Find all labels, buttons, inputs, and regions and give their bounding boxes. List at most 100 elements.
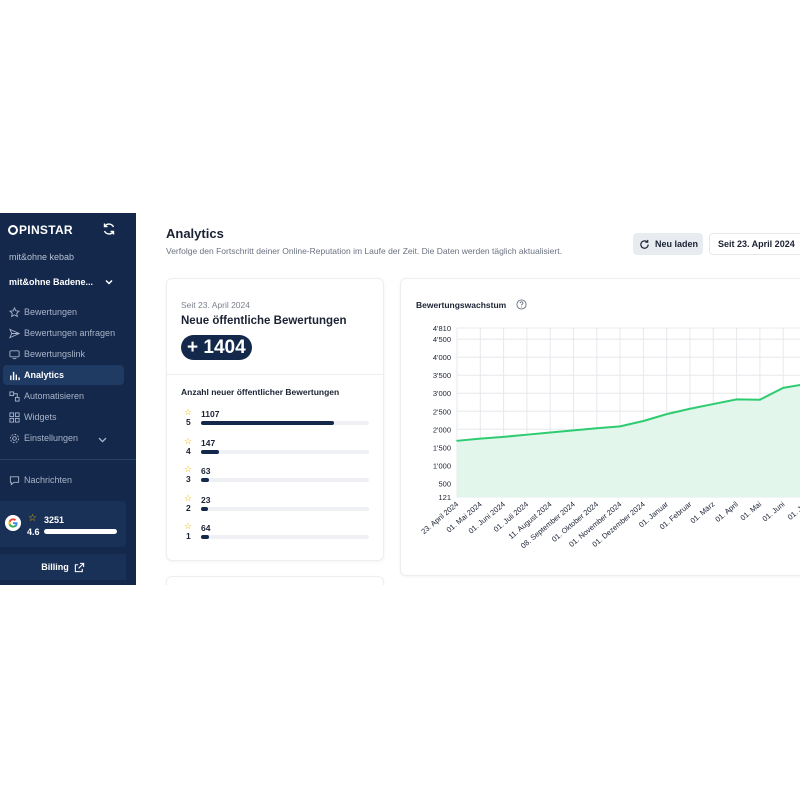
rating-bar-track xyxy=(201,421,369,425)
star-level: 3 xyxy=(186,474,191,484)
data-point xyxy=(665,413,668,415)
rating-row: ☆ 1 64 xyxy=(181,521,371,547)
since-date: Seit 23. April 2024 xyxy=(181,300,250,310)
refresh-icon[interactable] xyxy=(102,222,116,236)
data-point xyxy=(456,440,458,442)
help-icon[interactable] xyxy=(516,299,527,310)
star-icon: ☆ xyxy=(184,492,193,503)
reload-button[interactable]: Neu laden xyxy=(633,233,703,255)
monitor-icon xyxy=(9,349,20,359)
y-tick-label: 3'500 xyxy=(433,371,451,380)
rating-bar-fill xyxy=(201,506,208,511)
star-level: 1 xyxy=(186,531,191,541)
rating-bar-track xyxy=(201,478,369,482)
review-growth-card: Bewertungswachstum 4'810 4'500 4'000 3'500 3… xyxy=(400,278,800,576)
rating-count: 64 xyxy=(201,523,211,533)
data-point xyxy=(735,398,738,401)
sidebar-divider xyxy=(0,459,136,460)
rating-row: ☆ 2 23 xyxy=(181,493,371,519)
google-review-count: 3251 xyxy=(44,515,65,525)
automation-icon xyxy=(9,390,20,402)
sidebar-item-analytics[interactable]: Analytics xyxy=(3,365,124,385)
billing-button[interactable]: Billing xyxy=(0,554,126,580)
data-point xyxy=(549,431,551,434)
sidebar-item-label: Widgets xyxy=(24,412,57,422)
location-selector[interactable]: mit&ohne Badene... xyxy=(9,277,94,287)
rating-count: 1107 xyxy=(201,409,220,419)
date-range-button[interactable]: Seit 23. April 2024 xyxy=(709,233,800,255)
star-icon: ☆ xyxy=(184,464,193,474)
star-level: 4 xyxy=(186,445,191,456)
y-tick-label: 2'500 xyxy=(433,407,451,416)
chart-title: Bewertungswachstum xyxy=(416,300,507,310)
data-point xyxy=(759,398,761,401)
total-new-reviews-badge: + 1404 xyxy=(181,335,252,360)
sidebar-item-bewertungen[interactable]: Bewertungen xyxy=(3,302,124,322)
secondary-card xyxy=(166,576,384,585)
rating-row: ☆ 4 147 xyxy=(181,436,371,462)
message-icon xyxy=(9,475,20,486)
star-icon: ☆ xyxy=(184,435,193,446)
y-tick-label: 2'000 xyxy=(433,425,451,434)
sidebar: PINSTAR mit&ohne kebab mit&ohne Badene..… xyxy=(0,213,136,585)
x-tick-label: 01. Juni xyxy=(761,499,787,523)
reload-label: Neu laden xyxy=(655,239,699,249)
rating-bar-fill xyxy=(201,535,209,539)
y-tick-label: 1'500 xyxy=(433,443,451,452)
data-point xyxy=(782,387,784,389)
sidebar-item-label: Automatisieren xyxy=(24,391,85,401)
organization-name: mit&ohne kebab xyxy=(9,252,75,262)
logo-mark-icon xyxy=(8,225,18,235)
y-tick-label: 4'500 xyxy=(433,335,451,344)
star-icon xyxy=(9,306,20,317)
data-point xyxy=(526,433,528,436)
rating-bar-track xyxy=(201,535,369,539)
data-point xyxy=(712,403,715,405)
sidebar-item-automatisieren[interactable]: Automatisieren xyxy=(3,386,124,406)
refresh-icon xyxy=(640,239,649,249)
new-reviews-card: Seit 23. April 2024 Neue öffentliche Bew… xyxy=(166,278,385,561)
data-point xyxy=(502,436,505,438)
brand-name: PINSTAR xyxy=(19,223,73,237)
chevron-down-icon[interactable] xyxy=(97,434,108,445)
billing-label: Billing xyxy=(41,562,69,572)
sidebar-item-label: Bewertungen anfragen xyxy=(24,328,116,338)
review-growth-chart: 4'810 4'500 4'000 3'500 3'000 2'500 2'000 1'500… xyxy=(419,324,800,550)
sidebar-item-nachrichten[interactable]: Nachrichten xyxy=(3,470,124,490)
rating-row: ☆ 3 63 xyxy=(181,464,371,490)
sidebar-item-bewertungslink[interactable]: Bewertungslink xyxy=(3,344,124,364)
rating-bar-track xyxy=(201,506,369,511)
y-tick-label: 4'000 xyxy=(433,353,451,362)
chevron-down-icon[interactable] xyxy=(104,277,114,287)
rating-bar-fill xyxy=(201,449,219,454)
data-point xyxy=(642,420,645,422)
google-rating-bar xyxy=(44,529,117,534)
card-divider xyxy=(167,374,385,375)
sidebar-item-widgets[interactable]: Widgets xyxy=(3,407,124,427)
y-tick-label: 4'810 xyxy=(433,324,451,333)
card-title: Neue öffentliche Bewertungen xyxy=(181,315,347,327)
rating-count: 63 xyxy=(201,466,211,476)
y-tick-label: 500 xyxy=(438,479,451,488)
y-tick-label: 1'000 xyxy=(433,461,451,470)
x-tick-label: 01. Mai xyxy=(739,499,764,522)
star-icon: ☆ xyxy=(184,407,193,417)
page-subtitle: Verfolge den Fortschritt deiner Online-R… xyxy=(166,246,562,256)
y-tick-label: 3'000 xyxy=(433,389,451,398)
star-level: 2 xyxy=(186,502,191,513)
x-tick-label: 01. Juli xyxy=(786,499,800,521)
data-point xyxy=(572,429,575,432)
sidebar-item-einstellungen[interactable]: Einstellungen xyxy=(3,428,124,448)
brand-logo[interactable]: PINSTAR xyxy=(8,223,73,237)
rating-bar-fill xyxy=(201,478,209,482)
data-point xyxy=(596,427,598,429)
sidebar-item-label: Nachrichten xyxy=(24,475,73,485)
sidebar-item-label: Analytics xyxy=(24,370,65,380)
sidebar-item-bewertungen-anfragen[interactable]: Bewertungen anfragen xyxy=(3,323,124,343)
rating-row: ☆ 5 1107 xyxy=(181,407,371,433)
send-icon xyxy=(9,327,20,339)
rating-bar-fill xyxy=(201,421,334,425)
rating-count: 23 xyxy=(201,494,211,505)
google-rating-card[interactable]: ☆ 3251 4.6 xyxy=(0,501,126,547)
y-tick-label: 121 xyxy=(438,493,451,502)
